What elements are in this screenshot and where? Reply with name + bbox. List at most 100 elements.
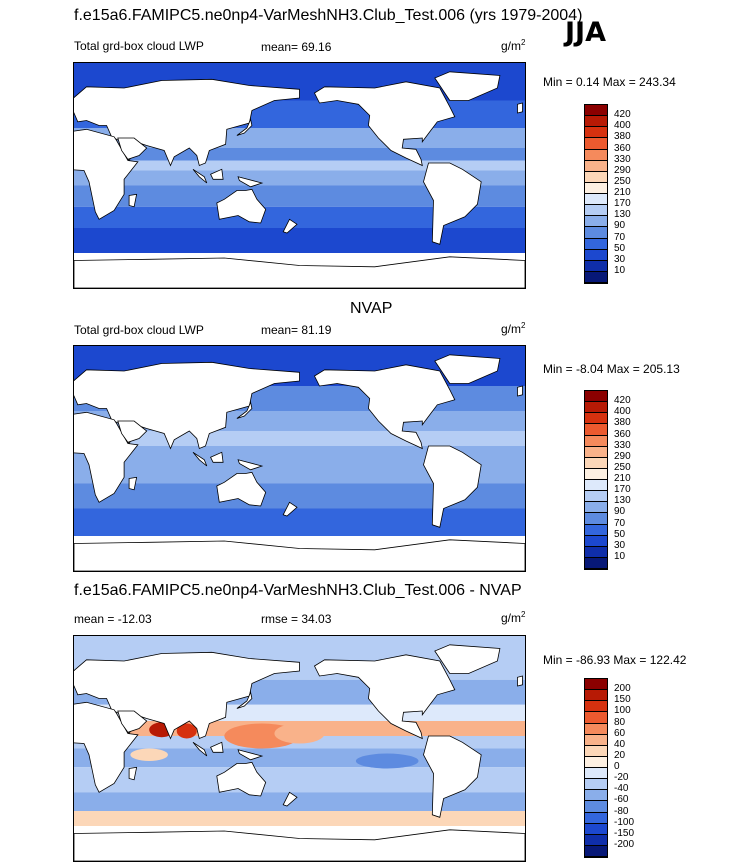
colorbar-tick-label: 290 xyxy=(614,450,631,462)
colorbar-cell xyxy=(585,116,607,128)
colorbar-cell xyxy=(585,238,607,250)
ocean-band xyxy=(74,206,525,228)
colorbar-tick-label: 50 xyxy=(614,242,626,254)
landmass xyxy=(117,420,148,443)
panel3-section-title: f.e15a6.FAMIPC5.ne0np4-VarMeshNH3.Club_T… xyxy=(74,582,522,599)
landmass xyxy=(282,501,298,517)
colorbar-tick-label: 150 xyxy=(614,694,631,706)
panel2-units: g/m2 xyxy=(501,321,526,336)
landmass xyxy=(282,218,298,234)
panel2-colorbar xyxy=(584,390,608,570)
colorbar-tick-label: 330 xyxy=(614,153,631,165)
colorbar-cell xyxy=(585,790,607,802)
colorbar-tick-label: 130 xyxy=(614,495,631,507)
landmass xyxy=(210,168,224,180)
colorbar-cell xyxy=(585,535,607,547)
colorbar-tick-label: 360 xyxy=(614,428,631,440)
colorbar-tick-label: 130 xyxy=(614,209,631,221)
map-plot xyxy=(74,346,525,571)
colorbar-tick-label: 400 xyxy=(614,120,631,132)
colorbar-tick-label: 380 xyxy=(614,417,631,429)
colorbar-cell xyxy=(585,171,607,183)
colorbar-cell xyxy=(585,745,607,757)
colorbar-cell xyxy=(585,468,607,480)
colorbar-cell xyxy=(585,271,607,283)
panel3-units: g/m2 xyxy=(501,610,526,625)
colorbar-tick-label: 70 xyxy=(614,231,626,243)
colorbar-tick-label: 40 xyxy=(614,738,626,750)
landmass xyxy=(128,476,138,491)
landmass xyxy=(423,445,482,528)
landmass xyxy=(192,168,208,184)
colorbar-tick-label: -200 xyxy=(614,838,635,850)
colorbar-cell xyxy=(585,424,607,436)
landmass xyxy=(434,644,501,674)
landmass xyxy=(237,459,264,471)
panel3-colorbar xyxy=(584,678,608,858)
colorbar-cell xyxy=(585,446,607,458)
map-plot xyxy=(74,63,525,288)
colorbar-cell xyxy=(585,194,607,206)
colorbar-cell xyxy=(585,480,607,492)
colorbar-cell xyxy=(585,701,607,713)
panel1-map xyxy=(73,62,526,289)
colorbar-cell xyxy=(585,413,607,425)
colorbar-cell xyxy=(585,457,607,469)
colorbar-tick-label: -80 xyxy=(614,805,629,817)
panel3-rmse-label: rmse = 34.03 xyxy=(261,612,332,626)
landmass xyxy=(236,400,253,419)
colorbar-cell xyxy=(585,779,607,791)
colorbar-tick-label: 250 xyxy=(614,175,631,187)
colorbar-tick-label: 100 xyxy=(614,705,631,717)
landmass xyxy=(423,735,482,818)
landmass xyxy=(192,451,208,467)
ocean-band xyxy=(74,170,525,186)
landmass xyxy=(313,654,456,740)
colorbar-cell xyxy=(585,557,607,569)
colorbar-cell xyxy=(585,205,607,217)
landmass xyxy=(216,761,267,797)
panel1-units: g/m2 xyxy=(501,38,526,53)
landmass xyxy=(517,102,523,114)
colorbar-cell xyxy=(585,260,607,272)
colorbar-tick-label: 420 xyxy=(614,109,631,121)
colorbar-cell xyxy=(585,712,607,724)
colorbar-tick-label: 330 xyxy=(614,439,631,451)
colorbar-cell xyxy=(585,513,607,525)
landmass xyxy=(74,256,525,288)
colorbar-cell xyxy=(585,524,607,536)
landmass xyxy=(74,128,139,220)
landmass xyxy=(236,117,253,136)
panel1-field-label: Total grd-box cloud LWP xyxy=(74,39,204,53)
colorbar-tick-label: 210 xyxy=(614,473,631,484)
colorbar-cell xyxy=(585,216,607,228)
colorbar-cell xyxy=(585,227,607,239)
colorbar-cell xyxy=(585,734,607,746)
landmass xyxy=(237,176,264,188)
colorbar-cell xyxy=(585,723,607,735)
landmass xyxy=(216,471,267,507)
colorbar-tick-label: 20 xyxy=(614,749,626,761)
landmass xyxy=(434,71,501,101)
colorbar-cell xyxy=(585,823,607,835)
colorbar-tick-label: 90 xyxy=(614,220,626,232)
colorbar-cell xyxy=(585,149,607,161)
landmass xyxy=(517,385,523,397)
colorbar-tick-label: 70 xyxy=(614,517,626,529)
plot-title: f.e15a6.FAMIPC5.ne0np4-VarMeshNH3.Club_T… xyxy=(74,7,583,24)
colorbar-cell xyxy=(585,391,607,403)
anomaly-region xyxy=(130,748,168,761)
anomaly-region xyxy=(274,723,325,744)
colorbar-cell xyxy=(585,801,607,813)
colorbar-cell xyxy=(585,690,607,702)
landmass xyxy=(128,193,138,208)
panel2-minmax: Min = -8.04 Max = 205.13 xyxy=(543,362,680,376)
colorbar-tick-label: 30 xyxy=(614,539,626,551)
colorbar-cell xyxy=(585,502,607,514)
ocean-band xyxy=(74,228,525,253)
colorbar-tick-label: 90 xyxy=(614,506,626,518)
panel2-section-title: NVAP xyxy=(350,300,393,317)
colorbar-cell xyxy=(585,182,607,194)
ocean-band xyxy=(74,185,525,207)
panel3-mean-label: mean = -12.03 xyxy=(74,612,152,626)
